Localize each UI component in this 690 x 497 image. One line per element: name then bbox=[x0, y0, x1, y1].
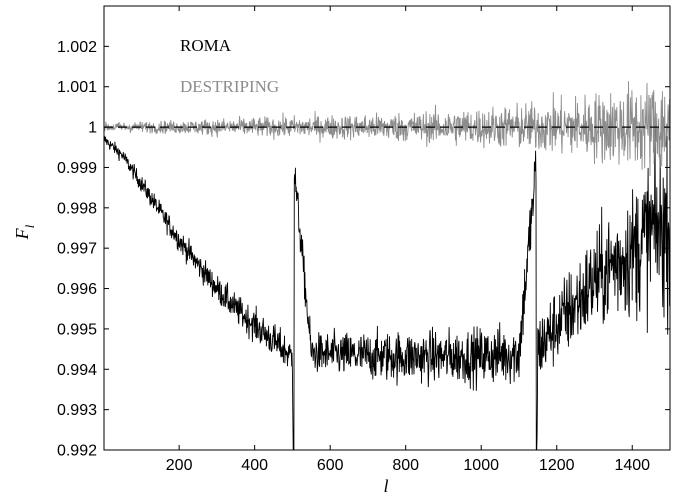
x-tick-label: 1200 bbox=[539, 457, 575, 474]
y-tick-label: 0.995 bbox=[57, 321, 97, 338]
x-tick-label: 600 bbox=[317, 457, 344, 474]
y-axis-label-main: F bbox=[12, 227, 32, 240]
x-tick-label: 1000 bbox=[463, 457, 499, 474]
y-tick-label: 0.996 bbox=[57, 281, 97, 298]
x-tick-label: 800 bbox=[392, 457, 419, 474]
legend-item-roma: ROMA bbox=[180, 36, 232, 55]
x-axis: 200 400 600 800 1000 1200 1400 bbox=[166, 6, 650, 474]
y-tick-label: 0.993 bbox=[57, 402, 97, 419]
series-line-roma bbox=[103, 117, 671, 451]
svg-text:Fl: Fl bbox=[12, 224, 37, 240]
y-axis-label: Fl bbox=[12, 224, 37, 240]
y-axis: 0.992 0.993 0.994 0.995 0.996 0.997 0.998 0.999… bbox=[57, 39, 670, 460]
x-tick-label: 1400 bbox=[614, 457, 650, 474]
x-axis-label: l bbox=[383, 476, 388, 496]
y-tick-label: 1 bbox=[88, 120, 97, 137]
plot-frame bbox=[103, 5, 671, 451]
y-tick-label: 1.001 bbox=[57, 79, 97, 96]
series-line-destriping bbox=[103, 81, 671, 177]
y-tick-label: 0.999 bbox=[57, 160, 97, 177]
y-axis-label-sub: l bbox=[22, 224, 37, 228]
x-tick-label: 400 bbox=[241, 457, 268, 474]
plot-background bbox=[104, 6, 670, 450]
y-tick-label: 0.992 bbox=[57, 443, 97, 460]
series-layer bbox=[103, 81, 671, 451]
y-tick-label: 0.997 bbox=[57, 241, 97, 258]
legend-item-destriping: DESTRIPING bbox=[180, 77, 279, 96]
y-tick-label: 0.994 bbox=[57, 362, 97, 379]
y-tick-label: 1.002 bbox=[57, 39, 97, 56]
y-tick-label: 0.998 bbox=[57, 200, 97, 217]
legend: ROMA DESTRIPING bbox=[180, 36, 279, 96]
x-tick-label: 200 bbox=[166, 457, 193, 474]
